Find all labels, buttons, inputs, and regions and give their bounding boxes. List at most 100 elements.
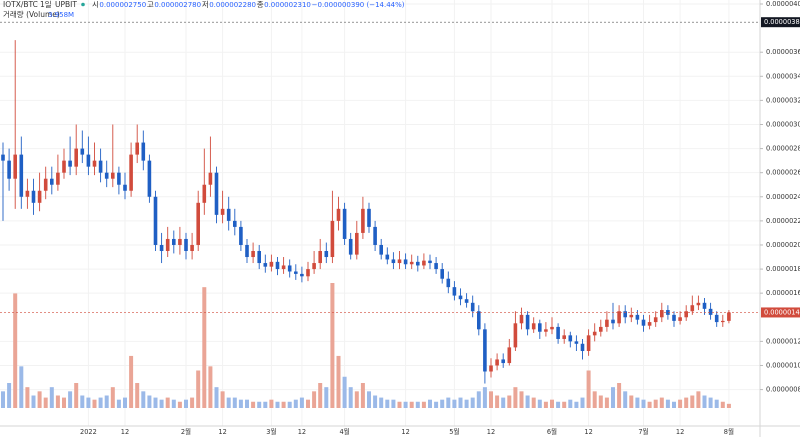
y-tick-label: 0.000003600 xyxy=(766,48,800,56)
volume-bar xyxy=(537,399,542,408)
candle-body xyxy=(464,299,469,303)
volume-bar xyxy=(342,376,347,408)
volume-bar xyxy=(159,399,164,408)
volume-bar xyxy=(525,395,530,408)
legend-label: 종 xyxy=(257,0,264,9)
candle-body xyxy=(50,178,54,185)
candle-body xyxy=(13,154,17,179)
volume-bar xyxy=(592,391,597,408)
candle-body xyxy=(92,160,97,167)
volume-bar xyxy=(720,401,725,408)
candle-body xyxy=(135,142,139,155)
last-price-box xyxy=(761,307,800,318)
volume-bar xyxy=(251,401,256,408)
volume-bar xyxy=(354,391,359,408)
candle-body xyxy=(714,314,719,323)
volume-bar xyxy=(196,370,201,408)
candle-body xyxy=(379,244,383,255)
candle-body xyxy=(263,263,268,267)
candle-body xyxy=(269,261,274,267)
y-tick-label: 0.000004000 xyxy=(766,0,800,8)
x-tick-label: 12 xyxy=(401,428,409,436)
volume-bar xyxy=(330,283,335,408)
volume-bar xyxy=(519,391,524,408)
candle-body xyxy=(184,238,188,252)
volume-bar xyxy=(86,397,91,408)
volume-bar xyxy=(153,397,158,408)
volume-bar xyxy=(586,370,591,408)
volume-bar xyxy=(287,401,292,408)
candle-body xyxy=(62,160,66,173)
candle-body xyxy=(342,208,347,239)
volume-bar xyxy=(37,391,42,408)
y-tick-label: 0.000003400 xyxy=(766,72,800,80)
volume-title: 거래량 (Volume) xyxy=(3,10,60,19)
volume-bar xyxy=(684,397,689,408)
candle-body xyxy=(159,244,164,252)
volume-bar xyxy=(110,387,115,408)
volume-bar xyxy=(556,401,561,408)
candle-body xyxy=(86,154,91,167)
volume-bar xyxy=(19,366,24,408)
volume-bar xyxy=(293,399,298,408)
x-tick-label: 12 xyxy=(298,428,306,436)
candle-body xyxy=(635,314,640,320)
volume-bar xyxy=(263,401,268,408)
volume-bar xyxy=(678,399,683,408)
candle-body xyxy=(31,190,36,203)
volume-bar xyxy=(104,395,109,408)
x-tick-label: 7월 xyxy=(638,427,648,436)
volume-bar xyxy=(726,403,731,408)
volume-bar xyxy=(238,399,243,408)
candle-body xyxy=(196,202,200,245)
candle-body xyxy=(641,319,646,326)
volume-bar xyxy=(123,397,127,408)
x-tick-label: 4월 xyxy=(339,427,349,436)
volume-bar xyxy=(665,399,670,408)
candle-body xyxy=(525,314,530,330)
legend-label: 시 xyxy=(92,0,99,9)
volume-bar xyxy=(507,395,512,408)
legend-label: 저 xyxy=(202,0,209,9)
volume-bar xyxy=(385,399,390,408)
volume-bar xyxy=(653,399,658,408)
candle-body xyxy=(324,251,329,258)
volume-bar xyxy=(31,395,36,408)
x-tick-label: 2월 xyxy=(181,427,191,436)
volume-bar xyxy=(147,395,152,408)
candle-body xyxy=(684,311,688,318)
price-axis: 0.000004000 0.000003600 0.000003400 0.00000… xyxy=(760,0,800,394)
volume-bar xyxy=(43,397,48,408)
volume-bar xyxy=(348,387,353,408)
interval: 1일 xyxy=(40,0,52,9)
volume-bar xyxy=(580,397,585,408)
candle-body xyxy=(361,208,365,233)
volume-bar xyxy=(476,391,481,408)
candle-body xyxy=(458,295,463,300)
candle-body xyxy=(586,335,591,352)
volume-bar xyxy=(324,387,329,408)
candle-body xyxy=(672,314,676,321)
y-tick-label: 0.000003000 xyxy=(766,120,800,128)
high-label-box xyxy=(761,17,800,28)
candle-body xyxy=(98,160,103,173)
volume-bar xyxy=(62,397,66,408)
candle-body xyxy=(574,341,579,344)
volume-bar xyxy=(80,395,85,408)
candle-body xyxy=(367,208,371,227)
volume-bar xyxy=(611,387,615,408)
legend-label: 고 xyxy=(147,0,154,9)
volume-bar xyxy=(464,399,469,408)
candle-body xyxy=(629,314,634,318)
candle-body xyxy=(556,326,560,339)
candle-body xyxy=(416,261,420,266)
volume-bar xyxy=(135,383,140,408)
volume-bar xyxy=(629,395,634,408)
candle-body xyxy=(68,160,72,167)
candle-body xyxy=(495,359,499,366)
candle-body xyxy=(721,320,725,323)
candle-body xyxy=(605,319,609,327)
exchange: UPBIT xyxy=(55,0,77,9)
candle-body xyxy=(111,172,115,179)
